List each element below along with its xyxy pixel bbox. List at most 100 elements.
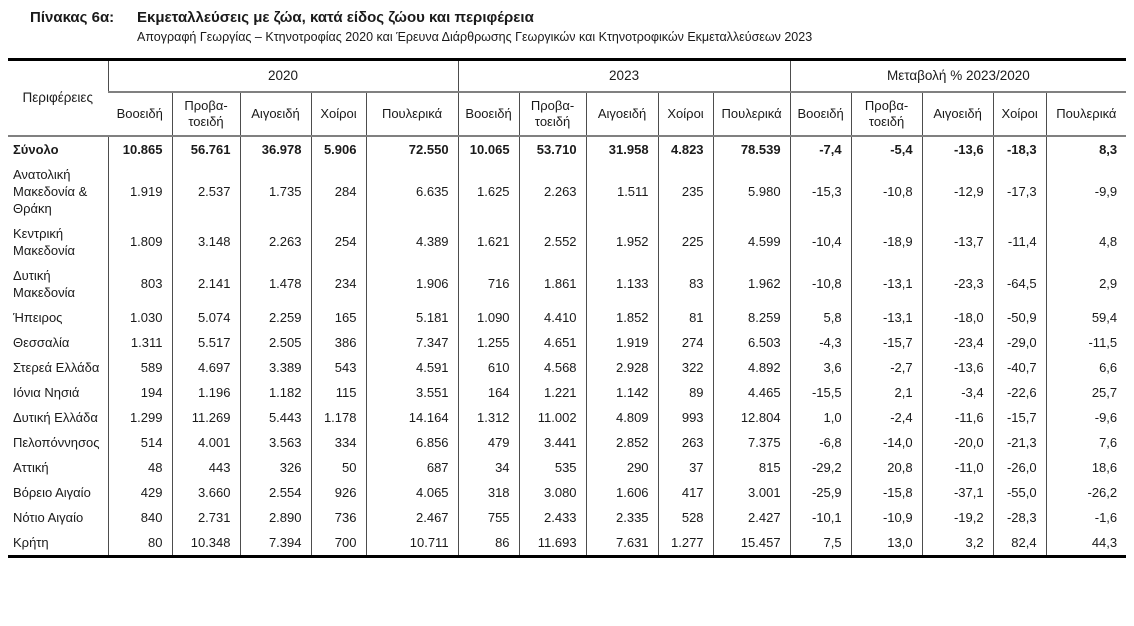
value-cell-y2023: 11.002 [518,404,587,430]
value-cell-y2023: 2.433 [518,504,587,530]
column-header-change-sheep: Προβα-τοειδή [850,91,923,137]
value-cell-y2020: 3.551 [365,379,459,405]
value-cell-change: 8,3 [1045,135,1127,162]
value-cell-y2023: 1.221 [518,379,587,405]
value-cell-y2023: 4.465 [712,379,791,405]
value-cell-y2020: 10.865 [107,135,172,162]
value-cell-y2020: 165 [310,304,366,330]
value-cell-y2023: 31.958 [585,135,659,162]
value-cell-change: -18,3 [992,135,1047,162]
value-cell-y2023: 89 [657,379,714,405]
value-cell-y2023: 53.710 [518,135,587,162]
value-cell-y2023: 1.142 [585,379,659,405]
value-cell-y2023: 34 [457,454,520,480]
value-cell-y2023: 1.919 [585,329,659,355]
value-cell-change: -11,4 [992,220,1047,263]
value-cell-y2020: 1.735 [239,161,311,221]
value-cell-y2020: 2.467 [365,504,459,530]
value-cell-y2023: 7.631 [585,529,659,556]
value-cell-y2023: 8.259 [712,304,791,330]
value-cell-y2020: 5.517 [171,329,240,355]
value-cell-y2020: 7.394 [239,529,311,556]
value-cell-y2020: 5.181 [365,304,459,330]
value-cell-change: -23,3 [921,262,994,305]
value-cell-y2023: 318 [457,479,520,505]
value-cell-y2023: 1.255 [457,329,520,355]
table-body: Σύνολο 10.865 56.761 36.978 5.906 72.550 10.06… [8,135,1127,556]
value-cell-change: -40,7 [992,354,1047,380]
value-cell-y2020: 543 [310,354,366,380]
value-cell-change: 7,5 [789,529,852,556]
table-row: Νότιο Αιγαίο 840 2.731 2.890 736 2.467 755 2.43… [8,504,1127,530]
value-cell-y2020: 3.660 [171,479,240,505]
value-cell-y2023: 535 [518,454,587,480]
region-name: Αττική [13,459,49,475]
region-name: Σύνολο [13,141,59,157]
value-cell-change: -14,0 [850,429,923,455]
value-cell-change: -15,7 [992,404,1047,430]
value-cell-y2020: 234 [310,262,366,305]
value-cell-y2020: 48 [107,454,172,480]
value-cell-y2020: 386 [310,329,366,355]
column-header-change-cattle: Βοοειδή [789,91,852,137]
region-name: Πελοπόννησος [13,434,100,450]
value-cell-y2020: 803 [107,262,172,305]
value-cell-change: -29,2 [789,454,852,480]
value-cell-y2020: 4.389 [365,220,459,263]
region-name: Κρήτη [13,534,49,550]
value-cell-change: -13,6 [921,354,994,380]
value-cell-change: -64,5 [992,262,1047,305]
column-header-2023-cattle: Βοοειδή [457,91,520,137]
page-title: Εκμεταλλεύσεις με ζώα, κατά είδος ζώου κ… [137,9,534,26]
value-cell-change: -17,3 [992,161,1047,221]
value-cell-y2020: 6.635 [365,161,459,221]
region-name: Ανατολική Μακεδονία & Θράκη [13,166,88,216]
table-row: Ήπειρος 1.030 5.074 2.259 165 5.181 1.090 4.410… [8,304,1127,330]
value-cell-y2020: 4.697 [171,354,240,380]
value-cell-change: 59,4 [1045,304,1127,330]
data-table: Περιφέρειες 2020 2023 Μεταβολή % 2023/20… [8,58,1127,558]
value-cell-change: -2,7 [850,354,923,380]
value-cell-y2020: 4.591 [365,354,459,380]
value-cell-change: -11,5 [1045,329,1127,355]
value-cell-y2020: 4.001 [171,429,240,455]
value-cell-y2023: 2.852 [585,429,659,455]
value-cell-y2020: 1.906 [365,262,459,305]
value-cell-y2023: 4.823 [657,135,714,162]
value-cell-change: -9,6 [1045,404,1127,430]
region-name: Νότιο Αιγαίο [13,509,84,525]
region-name: Δυτική Ελλάδα [13,409,98,425]
title-block: Πίνακας 6α: Εκμεταλλεύσεις με ζώα, κατά … [0,0,1134,45]
value-cell-y2023: 4.651 [518,329,587,355]
value-cell-y2023: 322 [657,354,714,380]
value-cell-change: 20,8 [850,454,923,480]
value-cell-y2023: 993 [657,404,714,430]
value-cell-y2020: 2.141 [171,262,240,305]
value-cell-y2023: 755 [457,504,520,530]
value-cell-y2023: 225 [657,220,714,263]
value-cell-y2020: 36.978 [239,135,311,162]
value-cell-y2023: 81 [657,304,714,330]
value-cell-change: -55,0 [992,479,1047,505]
value-cell-change: -11,6 [921,404,994,430]
value-cell-change: 2,9 [1045,262,1127,305]
title-line: Πίνακας 6α: Εκμεταλλεύσεις με ζώα, κατά … [30,9,1134,27]
value-cell-change: -18,9 [850,220,923,263]
value-cell-y2020: 3.563 [239,429,311,455]
value-cell-change: 25,7 [1045,379,1127,405]
table-header: Περιφέρειες 2020 2023 Μεταβολή % 2023/20… [8,59,1127,137]
value-cell-y2023: 1.277 [657,529,714,556]
value-cell-y2023: 164 [457,379,520,405]
value-cell-change: -12,9 [921,161,994,221]
value-cell-y2023: 12.804 [712,404,791,430]
value-cell-change: -4,3 [789,329,852,355]
value-cell-change: -10,1 [789,504,852,530]
value-cell-y2020: 334 [310,429,366,455]
value-cell-change: -28,3 [992,504,1047,530]
value-cell-y2023: 716 [457,262,520,305]
column-header-2020-sheep: Προβα-τοειδή [171,91,240,137]
value-cell-y2023: 2.928 [585,354,659,380]
value-cell-y2023: 1.625 [457,161,520,221]
table-row: Ανατολική Μακεδονία & Θράκη 1.919 2.537 1.7… [8,161,1127,221]
